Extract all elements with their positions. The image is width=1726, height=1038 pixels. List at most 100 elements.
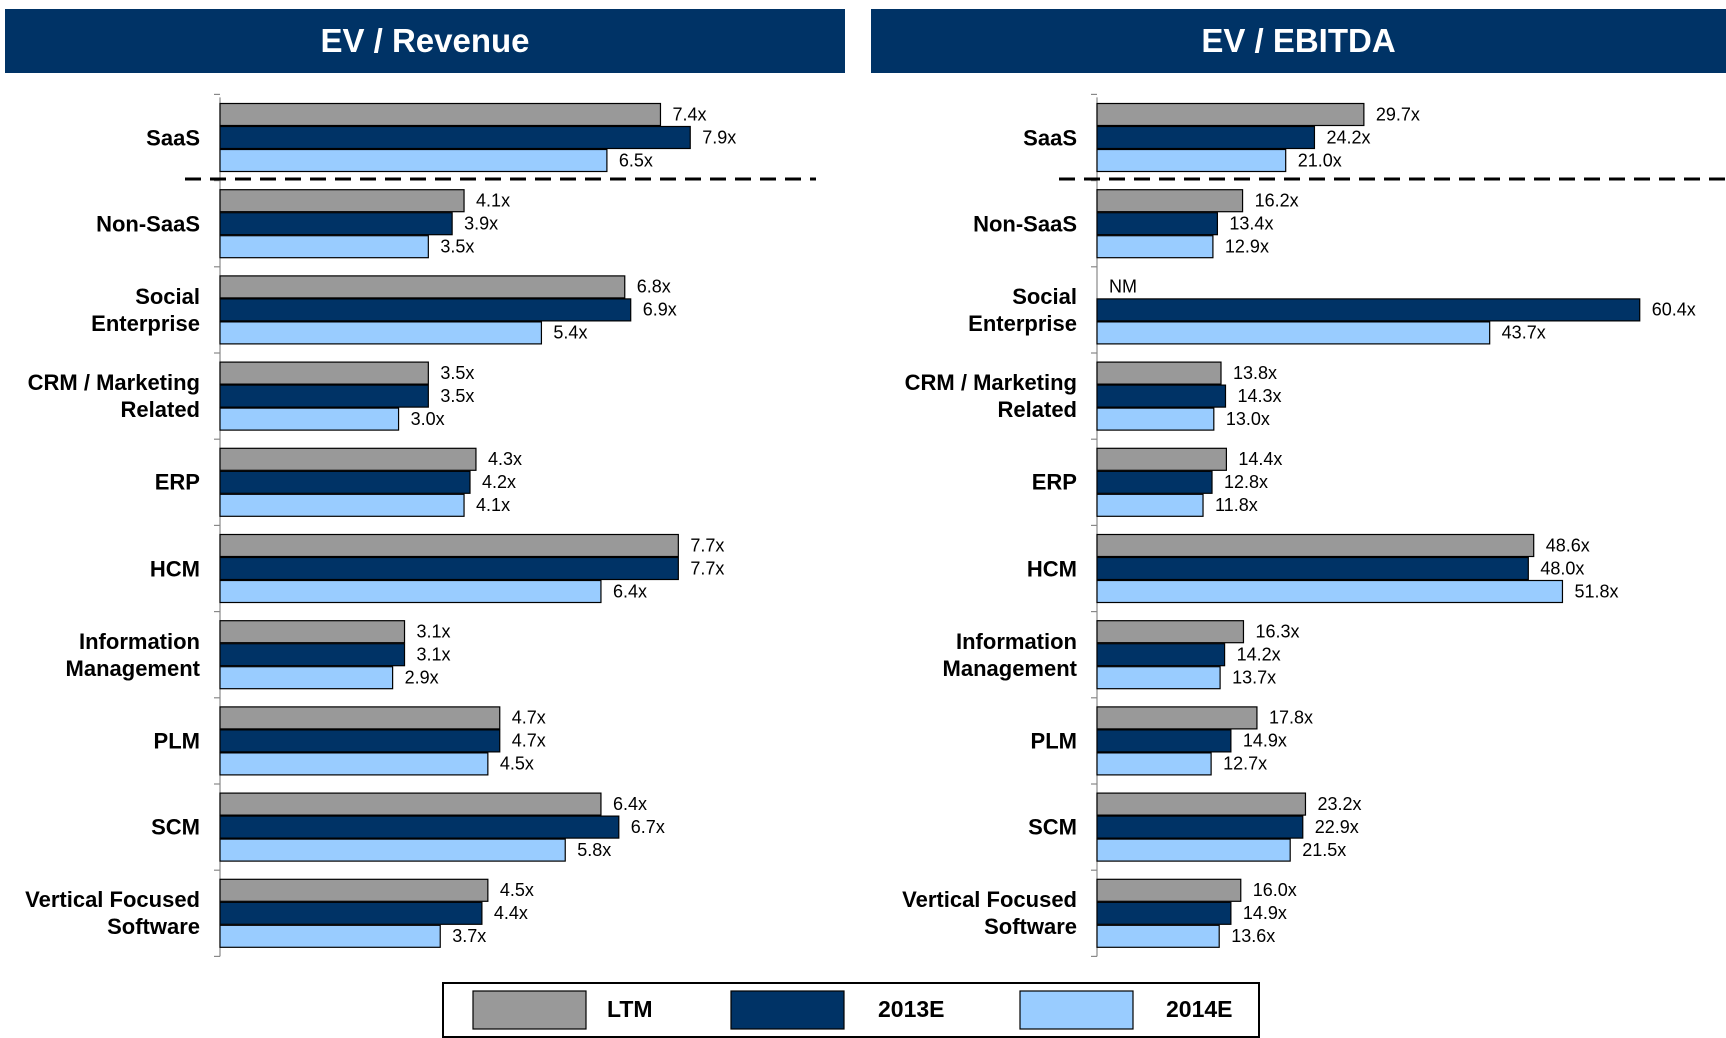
- bar: [219, 235, 429, 259]
- bar: [1096, 235, 1214, 259]
- bar: [219, 666, 394, 690]
- bar: [1096, 533, 1535, 558]
- value-label: 3.1x: [417, 621, 451, 641]
- bar: [219, 706, 501, 730]
- value-label: 5.4x: [553, 323, 587, 343]
- bar: [1096, 361, 1222, 385]
- bar: [219, 407, 400, 431]
- bar: [1096, 666, 1221, 690]
- bar: [1096, 189, 1244, 213]
- bar: [219, 792, 602, 816]
- value-label: 2.9x: [405, 667, 439, 687]
- category-label: Social Enterprise: [968, 283, 1077, 336]
- category-label: SCM: [1028, 814, 1077, 840]
- bar: [219, 643, 406, 667]
- category-label: SaaS: [146, 125, 200, 150]
- bar: [1096, 148, 1287, 173]
- value-label: 7.9x: [702, 127, 736, 147]
- bar: [1096, 792, 1307, 816]
- bar: [219, 901, 483, 925]
- bar: [219, 924, 441, 948]
- value-label: 23.2x: [1317, 794, 1361, 814]
- value-label: 4.1x: [476, 190, 510, 210]
- bar: [1096, 470, 1213, 494]
- bar: [219, 533, 679, 558]
- bar: [1096, 901, 1232, 925]
- value-label: 21.5x: [1302, 840, 1346, 860]
- bar: [1096, 579, 1564, 604]
- value-label: NM: [1109, 277, 1137, 297]
- value-label: 12.8x: [1224, 472, 1268, 492]
- value-label: 4.4x: [494, 903, 528, 923]
- category-label: Information Management: [65, 628, 200, 681]
- value-label: 6.7x: [631, 817, 665, 837]
- value-label: 13.8x: [1233, 363, 1277, 383]
- bar: [1096, 706, 1258, 730]
- value-label: 14.9x: [1243, 903, 1287, 923]
- bar: [219, 275, 626, 299]
- value-label: 4.7x: [512, 708, 546, 728]
- category-label: PLM: [153, 728, 200, 754]
- category-label: PLM: [1030, 728, 1077, 754]
- value-label: 3.5x: [440, 386, 474, 406]
- value-label: 7.4x: [672, 104, 706, 124]
- bar: [219, 298, 632, 322]
- value-label: 3.9x: [464, 213, 498, 233]
- bar: [1096, 447, 1227, 471]
- value-label: 60.4x: [1652, 300, 1696, 320]
- bar: [1096, 125, 1316, 150]
- value-label: 4.5x: [500, 880, 534, 900]
- category-label: CRM / Marketing Related: [27, 370, 200, 423]
- bar: [219, 189, 465, 213]
- category-label: Non-SaaS: [973, 211, 1077, 237]
- bar: [1096, 298, 1641, 322]
- category-label: SaaS: [1023, 125, 1077, 150]
- bar: [219, 148, 608, 173]
- value-label: 48.6x: [1546, 535, 1590, 555]
- value-label: 5.8x: [577, 840, 611, 860]
- value-label: 6.8x: [637, 277, 671, 297]
- bar: [1096, 556, 1529, 581]
- value-label: 4.1x: [476, 495, 510, 515]
- bar: [219, 361, 429, 385]
- value-label: 4.2x: [482, 472, 516, 492]
- bar: [1096, 924, 1220, 948]
- bar: [219, 470, 471, 494]
- bar: [1096, 815, 1304, 839]
- bar: [219, 556, 679, 581]
- bar: [219, 729, 501, 753]
- value-label: 16.2x: [1255, 190, 1299, 210]
- value-label: 16.0x: [1253, 880, 1297, 900]
- value-label: 14.4x: [1238, 449, 1282, 469]
- value-label: 6.4x: [613, 794, 647, 814]
- value-label: 7.7x: [690, 558, 724, 578]
- bar: [219, 838, 566, 862]
- category-label: CRM / Marketing Related: [904, 370, 1077, 423]
- legend-swatch: [730, 990, 845, 1030]
- category-label: Vertical Focused Software: [25, 887, 200, 940]
- value-label: 4.7x: [512, 731, 546, 751]
- category-label: ERP: [1031, 469, 1077, 495]
- bar: [219, 102, 662, 127]
- value-label: 43.7x: [1502, 323, 1546, 343]
- bar: [1096, 838, 1291, 862]
- bar: [219, 493, 465, 517]
- bar: [219, 212, 453, 236]
- category-label: HCM: [149, 556, 200, 581]
- legend-swatch: [1019, 990, 1134, 1030]
- value-label: 6.4x: [613, 581, 647, 601]
- bar: [219, 579, 602, 604]
- panel-title: EV / EBITDA: [871, 9, 1726, 73]
- legend-swatch: [472, 990, 587, 1030]
- bar: [219, 321, 543, 345]
- value-label: 13.4x: [1229, 213, 1273, 233]
- value-label: 3.5x: [440, 363, 474, 383]
- bar: [1096, 752, 1212, 776]
- bar: [219, 384, 429, 408]
- panel-title: EV / Revenue: [5, 9, 845, 73]
- value-label: 24.2x: [1326, 127, 1370, 147]
- category-label: Information Management: [942, 628, 1077, 681]
- bar: [1096, 878, 1242, 902]
- value-label: 14.3x: [1237, 386, 1281, 406]
